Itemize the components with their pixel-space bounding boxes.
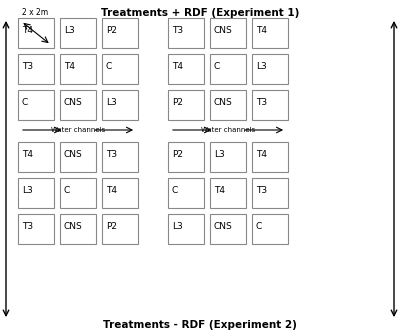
Bar [60,178,96,208]
Text: T3: T3 [22,222,33,231]
Text: 2 x 2m: 2 x 2m [22,8,48,17]
Text: CNS: CNS [214,26,233,35]
Bar [210,18,246,48]
Bar [252,18,288,48]
Text: L3: L3 [256,62,267,71]
Bar [102,142,138,172]
Bar [102,90,138,120]
Text: Treatments + RDF (Experiment 1): Treatments + RDF (Experiment 1) [101,8,299,18]
Bar [60,54,96,84]
Bar [18,18,54,48]
Text: T4: T4 [214,186,225,195]
Text: CNS: CNS [214,222,233,231]
Bar [18,214,54,244]
Text: T4: T4 [256,26,267,35]
Text: L3: L3 [64,26,75,35]
Text: C: C [22,98,28,107]
Bar [102,214,138,244]
Text: CNS: CNS [214,98,233,107]
Bar [60,18,96,48]
Bar [252,90,288,120]
Text: L3: L3 [214,150,225,159]
Text: CNS: CNS [64,150,83,159]
Text: T3: T3 [172,26,183,35]
Text: L3: L3 [106,98,117,107]
Bar [210,90,246,120]
Bar [18,54,54,84]
Bar [60,214,96,244]
Bar [168,214,204,244]
Bar [252,54,288,84]
Bar [60,142,96,172]
Bar [18,90,54,120]
Text: T4: T4 [22,150,33,159]
Text: T4: T4 [172,62,183,71]
Text: T4: T4 [256,150,267,159]
Text: T3: T3 [106,150,117,159]
Text: Water channels: Water channels [201,127,255,133]
Text: C: C [64,186,70,195]
Text: Water channels: Water channels [51,127,105,133]
Text: C: C [214,62,220,71]
Bar [210,54,246,84]
Text: P2: P2 [106,222,117,231]
Bar [210,214,246,244]
Bar [168,178,204,208]
Bar [102,54,138,84]
Bar [168,54,204,84]
Text: Treatments - RDF (Experiment 2): Treatments - RDF (Experiment 2) [103,320,297,330]
Bar [102,178,138,208]
Text: C: C [172,186,178,195]
Text: P2: P2 [106,26,117,35]
Text: CNS: CNS [64,98,83,107]
Bar [252,214,288,244]
Bar [252,142,288,172]
Text: T3: T3 [256,186,267,195]
Text: L3: L3 [22,186,33,195]
Text: L3: L3 [172,222,183,231]
Text: T3: T3 [22,62,33,71]
Text: T3: T3 [256,98,267,107]
Text: P2: P2 [172,150,183,159]
Bar [102,18,138,48]
Text: T4: T4 [64,62,75,71]
Bar [168,90,204,120]
Bar [168,142,204,172]
Bar [210,178,246,208]
Text: CNS: CNS [64,222,83,231]
Text: P2: P2 [172,98,183,107]
Bar [18,178,54,208]
Bar [168,18,204,48]
Bar [60,90,96,120]
Text: T4: T4 [22,26,33,35]
Bar [18,142,54,172]
Text: C: C [256,222,262,231]
Text: T4: T4 [106,186,117,195]
Bar [210,142,246,172]
Text: C: C [106,62,112,71]
Bar [252,178,288,208]
